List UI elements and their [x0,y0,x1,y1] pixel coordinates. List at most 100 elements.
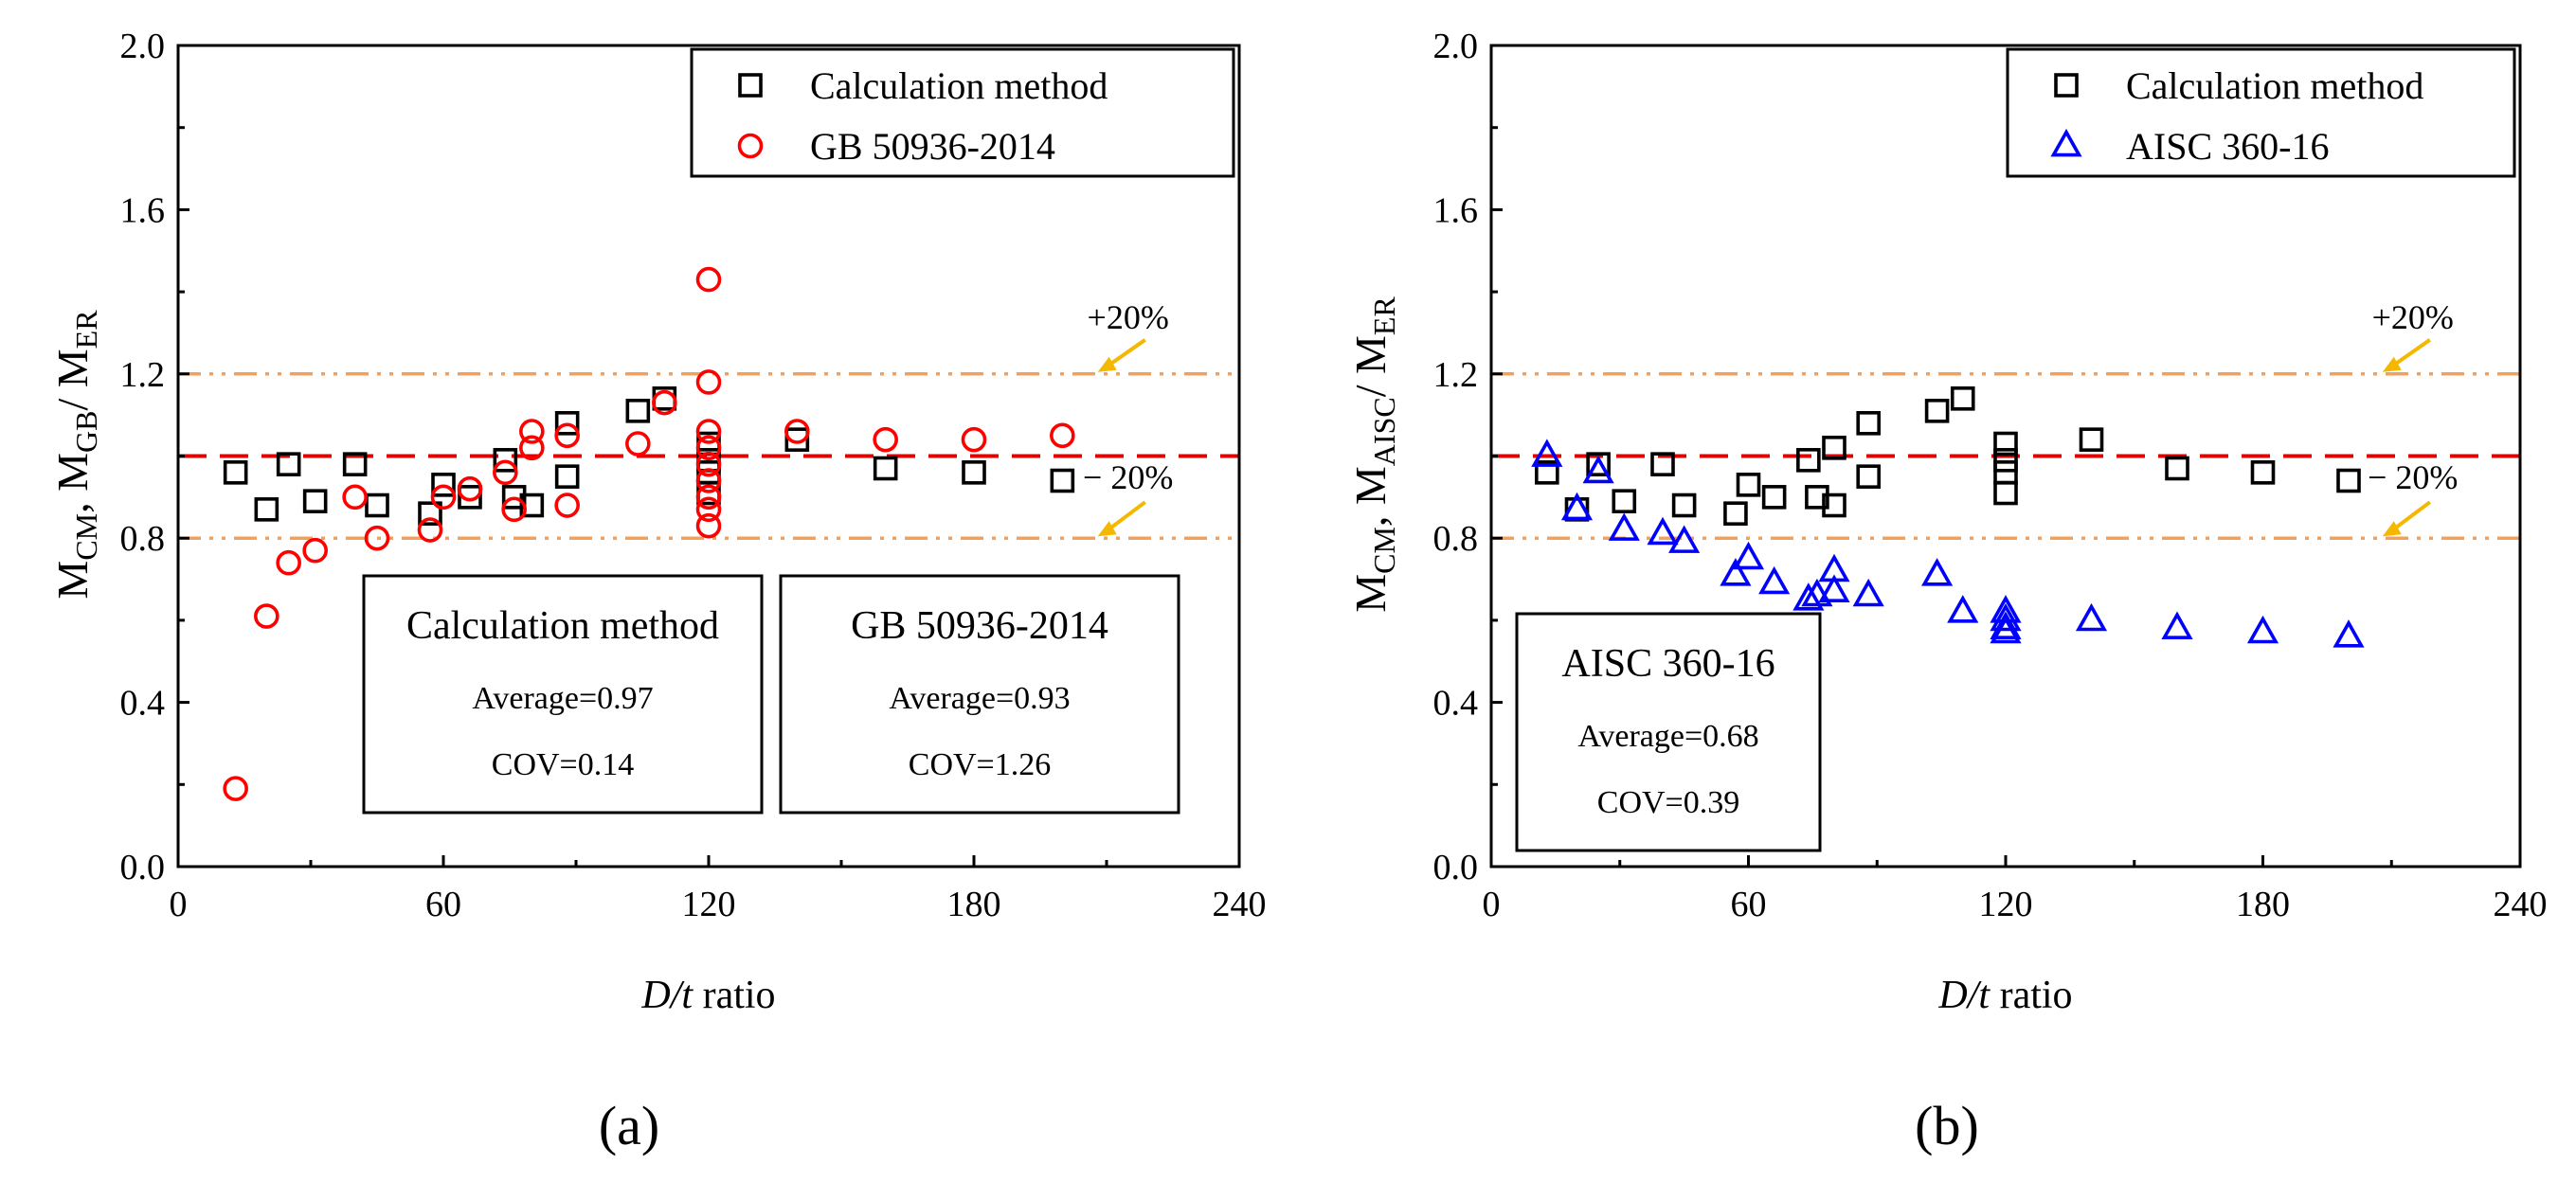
stat-box-frame [1515,612,1822,852]
y-axis-title: MCM, MGB/ MER [48,310,103,600]
data-point-square [873,456,898,481]
plus-20-arrowhead [1097,356,1117,372]
data-point-square [431,473,456,497]
data-point-square [1856,411,1881,436]
x-axis-title-rest: ratio [693,974,775,1017]
data-point-triangle [1732,541,1765,570]
data-point-triangle [1560,492,1594,521]
y-axis-title-sep2: / M [48,349,97,410]
data-point-square [1856,464,1881,489]
data-point-square [1650,452,1675,476]
data-point-square [1761,485,1787,510]
data-point-square [2250,460,2276,485]
data-point-square [1822,436,1846,460]
data-point-circle [695,419,722,444]
stat-box: Calculation method Average=0.97 COV=0.14 [362,574,764,815]
data-point-circle [254,603,279,629]
data-point-triangle [1852,578,1884,607]
data-point-circle [695,468,722,493]
data-point-circle [276,549,301,576]
x-axis-title: D/t ratio [640,974,775,1017]
stat-box-frame [362,574,764,815]
y-tick-label: 1.6 [1433,190,1479,230]
x-axis-title-variable: D/t [640,974,694,1017]
data-point-square [1993,448,2018,473]
data-point-triangle [1921,558,1954,586]
data-point-circle [695,484,722,510]
data-point-square [501,485,527,510]
data-point-square [1950,386,1975,411]
stat-box: GB 50936-2014 Average=0.93 COV=1.26 [779,574,1180,815]
data-point-square [276,452,301,476]
minus-20-arrowhead [1097,521,1117,537]
data-point-circle [493,459,518,486]
x-tick-label: 240 [2494,885,2548,924]
stat-box-title: Calculation method [406,604,719,648]
data-point-triangle [1792,582,1825,611]
y-tick-label: 0.8 [120,519,166,559]
data-point-circle [364,525,390,551]
data-point-square [1671,492,1697,518]
stat-box-cov: COV=0.39 [1597,785,1739,820]
reference-lines [1491,372,2520,540]
y-tick-label: 1.2 [120,355,166,395]
data-point-circle [501,496,527,523]
data-point-square [1805,485,1829,510]
data-point-triangle [1647,516,1679,546]
data-point-square [1993,480,2018,506]
series-circle [223,266,1075,801]
panel-label: (a) [599,1095,659,1156]
data-point-circle [695,512,722,539]
y-axis-title-sep2: / M [1346,335,1395,397]
data-point-triangle [1531,439,1563,467]
y-tick-label: 1.2 [1433,355,1479,395]
y-tick-label: 0.4 [120,684,166,724]
stat-box-frame [779,574,1180,815]
plus-20-arrow [2390,338,2431,368]
y-axis-title-sub3: ER [69,310,103,349]
data-point-square [1050,468,1075,493]
data-point-square [1586,452,1611,476]
data-point-circle [457,475,483,502]
data-point-square [302,489,328,513]
legend: Calculation method GB 50936-2014 [690,47,1235,178]
x-tick-label: 180 [947,885,1001,924]
x-axis-title-variable: D/t [1937,974,1991,1017]
y-axis-title-sub1: CM [69,513,103,561]
data-point-circle [625,431,651,457]
stat-box-cov: COV=1.26 [909,747,1051,782]
data-point-square [254,497,279,522]
x-axis-title: D/t ratio [1937,974,2072,1017]
plus-20-arrowhead [2382,356,2402,372]
data-point-circle [554,492,580,518]
data-point-triangle [1758,565,1791,595]
data-point-square [1822,492,1846,518]
y-tick-label: 1.6 [120,190,166,230]
data-point-circle [223,776,248,801]
y-tick-label: 2.0 [1433,27,1479,66]
data-point-square [365,492,389,518]
legend-entry: AISC 360-16 [2126,125,2329,168]
data-point-circle [302,537,328,564]
data-point-square [458,485,482,510]
minus-20-label: − 20% [2368,458,2458,496]
data-point-triangle [1668,525,1701,553]
data-point-square [1924,399,1950,423]
data-point-square [1993,460,2018,485]
data-point-circle [1050,422,1075,449]
minus-20-arrow [1106,500,1146,532]
y-tick-label: 0.8 [1433,519,1479,559]
y-axis-title-main: M [1346,574,1395,613]
data-point-square [519,492,545,518]
legend-frame [2006,47,2516,178]
data-point-circle [519,419,545,444]
y-axis-title-sub3: ER [1367,296,1401,336]
stat-box-title: AISC 360-16 [1561,642,1774,686]
legend-marker-triangle [2050,128,2082,157]
data-point-circle [519,435,545,461]
stat-box-average: Average=0.68 [1577,719,1758,754]
series-square [1535,386,2361,526]
panel-a-chart: +20%− 20%Calculation methodAverage=0.97C… [48,27,1267,1156]
data-point-triangle [2246,615,2279,644]
